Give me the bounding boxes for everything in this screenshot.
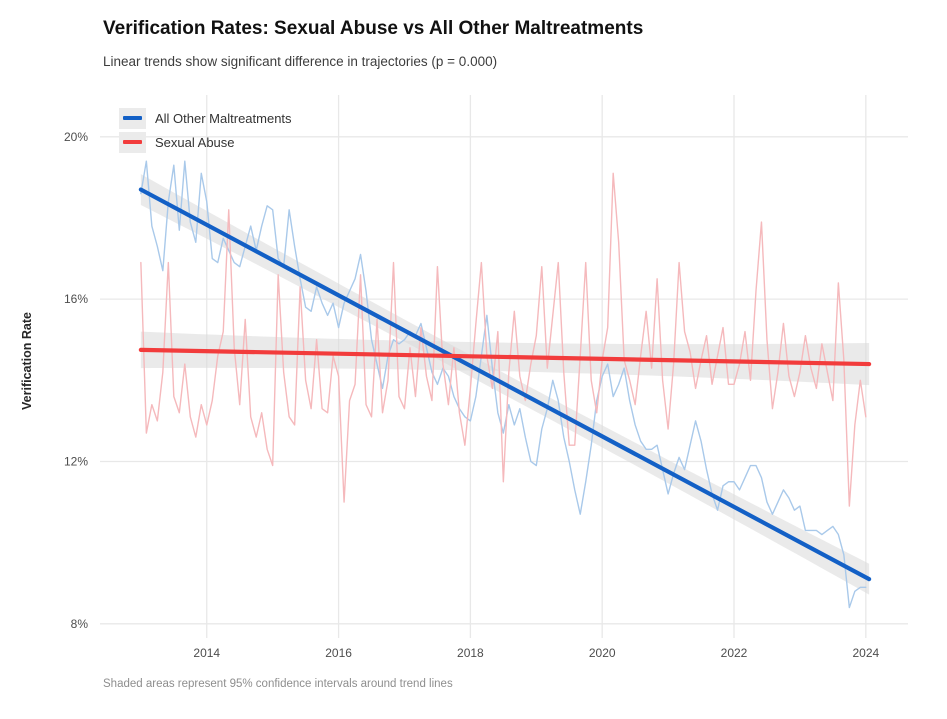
observed-series-line	[140, 160, 867, 609]
y-axis-title: Verification Rate	[20, 312, 34, 410]
y-tick-label: 20%	[64, 130, 88, 144]
x-tick-label: 2018	[457, 646, 484, 660]
chart-caption: Shaded areas represent 95% confidence in…	[103, 678, 453, 690]
legend-item-all-other: All Other Maltreatments	[119, 107, 292, 129]
trend-line	[138, 347, 872, 367]
y-tick-label: 12%	[64, 454, 88, 468]
y-tick-label: 8%	[71, 617, 89, 631]
legend-label: Sexual Abuse	[155, 134, 235, 150]
observed-series-line	[140, 172, 867, 507]
legend-item-sexual-abuse: Sexual Abuse	[119, 131, 292, 153]
x-tick-label: 2022	[721, 646, 748, 660]
red-trend-line-icon	[123, 140, 142, 144]
y-tick-label: 16%	[64, 292, 88, 306]
blue-trend-line-icon	[123, 116, 142, 120]
legend-label: All Other Maltreatments	[155, 110, 292, 126]
legend: All Other Maltreatments Sexual Abuse	[119, 107, 292, 153]
x-tick-label: 2024	[852, 646, 879, 660]
trend-line	[138, 187, 872, 582]
chart-title: Verification Rates: Sexual Abuse vs All …	[103, 18, 644, 39]
legend-key-box	[119, 107, 146, 129]
legend-key-box	[119, 131, 146, 153]
x-tick-label: 2016	[325, 646, 352, 660]
x-tick-label: 2020	[589, 646, 616, 660]
x-tick-label: 2014	[193, 646, 220, 660]
chart-subtitle: Linear trends show significant differenc…	[103, 54, 498, 69]
